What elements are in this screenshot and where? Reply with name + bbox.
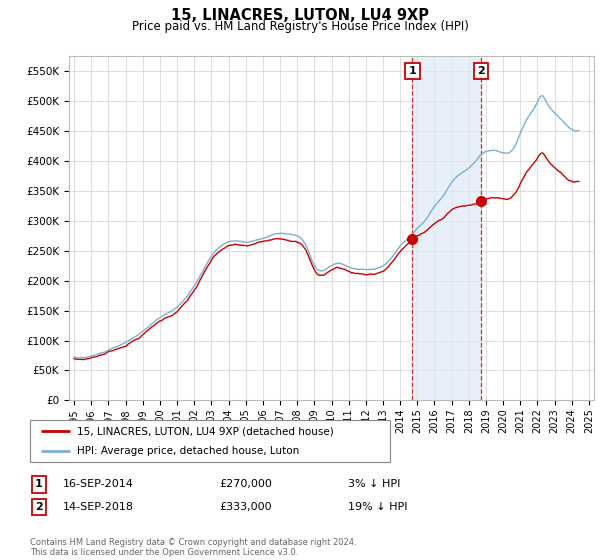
- Text: 3% ↓ HPI: 3% ↓ HPI: [348, 479, 400, 489]
- Text: 2: 2: [477, 66, 485, 76]
- Text: Contains HM Land Registry data © Crown copyright and database right 2024.
This d: Contains HM Land Registry data © Crown c…: [30, 538, 356, 557]
- Text: 15, LINACRES, LUTON, LU4 9XP (detached house): 15, LINACRES, LUTON, LU4 9XP (detached h…: [77, 426, 334, 436]
- Text: 15, LINACRES, LUTON, LU4 9XP: 15, LINACRES, LUTON, LU4 9XP: [171, 8, 429, 24]
- Text: HPI: Average price, detached house, Luton: HPI: Average price, detached house, Luto…: [77, 446, 299, 456]
- Text: 19% ↓ HPI: 19% ↓ HPI: [348, 502, 407, 512]
- Text: £333,000: £333,000: [219, 502, 272, 512]
- Text: 14-SEP-2018: 14-SEP-2018: [63, 502, 134, 512]
- Text: £270,000: £270,000: [219, 479, 272, 489]
- Bar: [412, 56, 481, 400]
- Text: 1: 1: [35, 479, 43, 489]
- Text: 16-SEP-2014: 16-SEP-2014: [63, 479, 134, 489]
- Text: 2: 2: [35, 502, 43, 512]
- Text: 1: 1: [409, 66, 416, 76]
- Text: Price paid vs. HM Land Registry's House Price Index (HPI): Price paid vs. HM Land Registry's House …: [131, 20, 469, 33]
